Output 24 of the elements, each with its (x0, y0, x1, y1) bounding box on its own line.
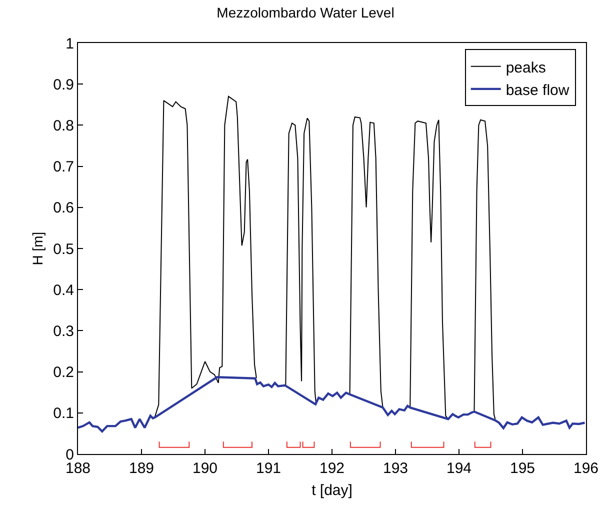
y-tick-label: 0.7 (53, 158, 74, 176)
x-tick-label: 189 (128, 460, 154, 477)
x-tick-label: 192 (319, 460, 345, 477)
y-tick-label: 0.6 (53, 200, 74, 217)
legend-label: base flow (506, 82, 570, 99)
y-tick-label: 0.2 (53, 364, 74, 382)
x-tick-label: 190 (192, 460, 218, 477)
x-tick-label: 193 (382, 460, 408, 477)
line-series (78, 376, 586, 432)
chart-title: Mezzolombardo Water Level (216, 4, 394, 20)
y-tick-label: 0.1 (53, 405, 74, 422)
y-tick-label: 0.5 (53, 240, 74, 258)
x-axis-title: t [day] (312, 482, 352, 499)
y-tick-label: 1 (66, 35, 74, 52)
x-tick-label: 195 (510, 460, 536, 477)
y-tick-label: 0.3 (53, 322, 74, 340)
y-tick-label: 0.8 (53, 117, 74, 134)
x-tick-label: 191 (256, 460, 282, 477)
x-tick-label: 196 (573, 460, 599, 477)
x-tick-label: 194 (446, 460, 472, 477)
y-tick-label: 0.9 (53, 76, 74, 94)
y-axis-title: H [m] (30, 232, 46, 266)
legend-label: peaks (506, 59, 546, 76)
y-tick-label: 0.4 (53, 282, 74, 299)
